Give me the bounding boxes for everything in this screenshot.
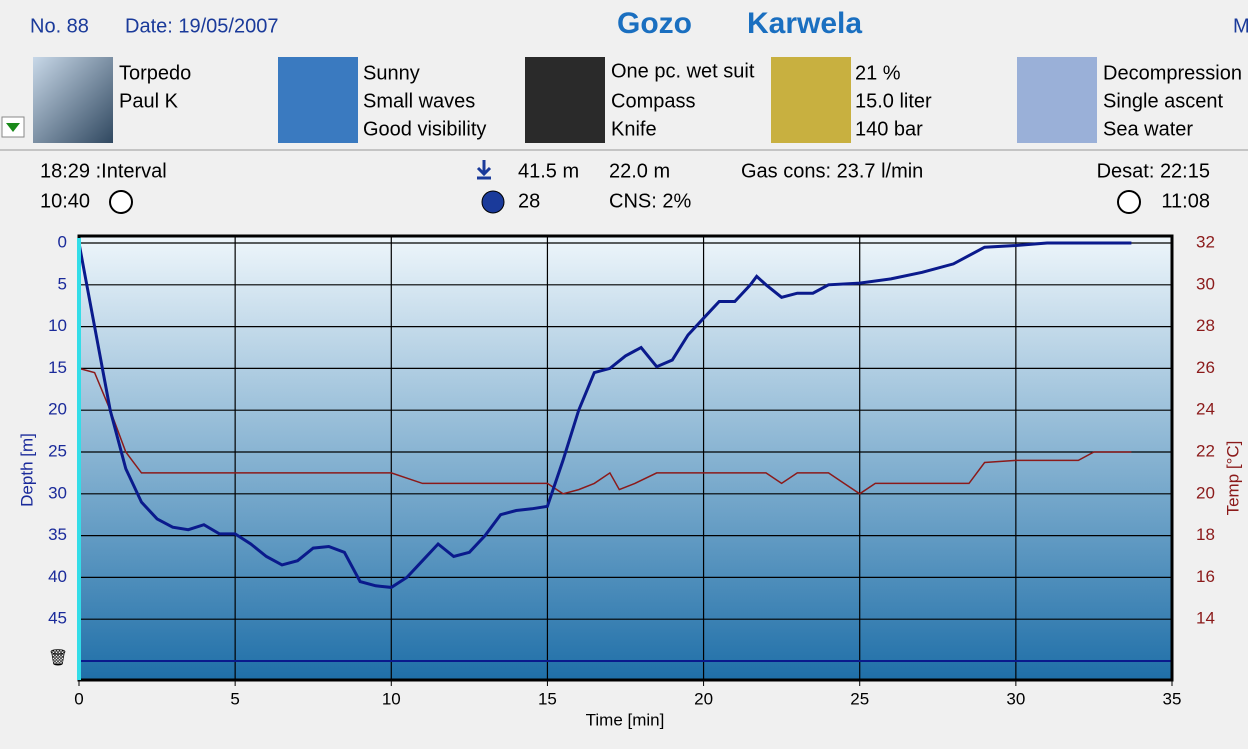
- depth-icon: [476, 160, 492, 180]
- y2-tick-label: 28: [1196, 316, 1215, 335]
- y-tick-label: 45: [48, 609, 67, 628]
- panel-text: Sea water: [1103, 118, 1193, 140]
- dive-date: Date: 19/05/2007: [125, 15, 278, 37]
- desaturation: Desat: 22:15: [1097, 160, 1210, 182]
- interval: 18:29 :Interval: [40, 160, 167, 182]
- x-tick-label: 5: [230, 689, 239, 708]
- duration: 28: [518, 190, 540, 212]
- x-tick-label: 10: [382, 689, 401, 708]
- panel-icons: [33, 57, 1097, 143]
- dive-location: Karwela: [747, 7, 862, 40]
- equipment-icon[interactable]: [525, 57, 605, 143]
- dropdown-arrow: [6, 123, 20, 132]
- y-tick-label: 10: [48, 316, 67, 335]
- x-axis-title: Time [min]: [586, 710, 665, 729]
- x-tick-label: 25: [850, 689, 869, 708]
- dive-site: Gozo: [617, 7, 692, 40]
- y-tick-label: 15: [48, 358, 67, 377]
- y2-tick-label: 26: [1196, 358, 1215, 377]
- y2-tick-label: 16: [1196, 567, 1215, 586]
- duration-icon: [481, 190, 505, 214]
- plot-area: [79, 236, 1172, 680]
- dive-number: No. 88: [30, 15, 89, 37]
- x-tick-label: 20: [694, 689, 713, 708]
- panel-text: Good visibility: [363, 118, 486, 140]
- panel-text: Torpedo: [119, 62, 191, 84]
- panel-text: Decompression: [1103, 62, 1242, 84]
- y2-tick-label: 20: [1196, 483, 1215, 502]
- x-tick-label: 0: [74, 689, 83, 708]
- y-tick-label: 35: [48, 525, 67, 544]
- y2-tick-label: 22: [1196, 441, 1215, 460]
- header-cut: M: [1233, 15, 1248, 37]
- cns: CNS: 2%: [609, 190, 691, 212]
- weather-icon[interactable]: [278, 57, 358, 143]
- start-time: 10:40: [40, 190, 90, 212]
- avg-depth: 22.0 m: [609, 160, 670, 182]
- panel-text: Knife: [611, 118, 657, 140]
- y2-tick-label: 14: [1196, 609, 1215, 628]
- x-tick-label: 30: [1006, 689, 1025, 708]
- panel-text: Small waves: [363, 90, 475, 112]
- y-tick-label: 0: [58, 232, 67, 251]
- y-tick-label: 20: [48, 400, 67, 419]
- y2-axis-title: Temp [°C]: [1223, 441, 1242, 516]
- end-time: 11:08: [1161, 190, 1210, 212]
- panel-text: 15.0 liter: [855, 90, 932, 112]
- clock-icon: [1117, 190, 1141, 214]
- panel-text: 140 bar: [855, 118, 923, 140]
- y2-tick-label: 18: [1196, 525, 1215, 544]
- panel-text: 21 %: [855, 62, 901, 84]
- y-tick-label: 40: [48, 567, 67, 586]
- panel-text: Paul K: [119, 90, 179, 112]
- y2-tick-label: 24: [1196, 400, 1215, 419]
- y-tick-label: 30: [48, 483, 67, 502]
- x-tick-label: 35: [1163, 689, 1182, 708]
- y-axis-title: Depth [m]: [17, 433, 36, 507]
- panel-text: Sunny: [363, 62, 420, 84]
- y2-tick-label: 30: [1196, 274, 1215, 293]
- y-tick-label: 5: [58, 274, 67, 293]
- depth-line: [77, 241, 1132, 589]
- y-tick-label: 25: [48, 441, 67, 460]
- x-tick-label: 15: [538, 689, 557, 708]
- temperature-line: [78, 367, 1132, 495]
- gas-consumption: Gas cons: 23.7 l/min: [741, 160, 923, 182]
- panel-text: Compass: [611, 90, 695, 112]
- dive-type-icon[interactable]: [1017, 57, 1097, 143]
- tank-icon[interactable]: [771, 57, 851, 143]
- panel-text: Single ascent: [1103, 90, 1224, 112]
- max-depth: 41.5 m: [518, 160, 579, 182]
- diver-icon[interactable]: [33, 57, 113, 143]
- panel-text: One pc. wet suit: [611, 60, 755, 82]
- y2-tick-label: 32: [1196, 232, 1215, 251]
- trash-icon: 🗑: [48, 649, 68, 667]
- clock-icon: [109, 190, 133, 214]
